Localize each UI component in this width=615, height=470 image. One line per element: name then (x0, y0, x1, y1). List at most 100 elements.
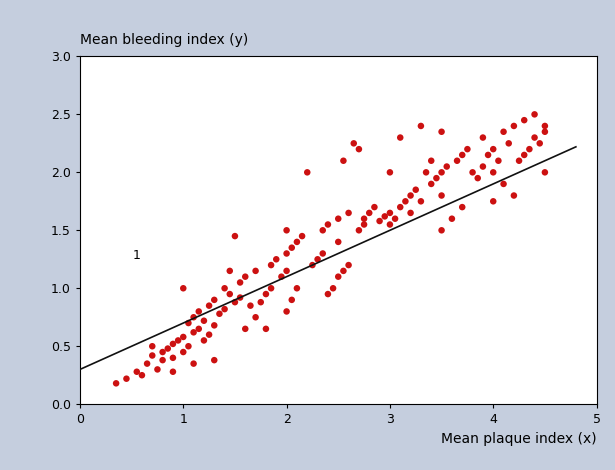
Point (385, 209, 395, 217)
Point (282, 308, 292, 315)
Point (277, 273, 287, 281)
Point (333, 238, 343, 246)
Point (261, 290, 271, 298)
Point (437, 192, 446, 199)
Point (287, 296, 296, 304)
Point (478, 134, 488, 141)
Point (209, 356, 219, 364)
Point (467, 169, 477, 176)
Point (209, 296, 219, 304)
Point (416, 197, 426, 205)
Point (535, 140, 545, 147)
Point (111, 380, 121, 387)
Point (338, 157, 348, 164)
Point (189, 329, 199, 336)
Point (308, 261, 317, 269)
Point (442, 163, 451, 170)
Point (411, 186, 421, 194)
Point (282, 227, 292, 234)
Point (323, 290, 333, 298)
Point (282, 250, 292, 257)
Point (199, 337, 209, 344)
Point (400, 197, 410, 205)
Point (157, 356, 167, 364)
Point (519, 117, 529, 124)
Point (344, 261, 354, 269)
Point (437, 227, 446, 234)
Point (333, 215, 343, 222)
Point (530, 134, 539, 141)
Point (137, 371, 147, 379)
Point (148, 343, 157, 350)
Point (447, 215, 457, 222)
Point (318, 250, 328, 257)
Point (292, 284, 302, 292)
Point (323, 221, 333, 228)
Point (318, 227, 328, 234)
Point (338, 267, 348, 274)
Point (199, 317, 209, 324)
Point (287, 244, 296, 251)
Point (426, 180, 436, 188)
Point (235, 294, 245, 301)
Point (266, 261, 276, 269)
Text: 1: 1 (133, 249, 141, 262)
Point (493, 157, 503, 164)
Point (220, 306, 229, 313)
Point (499, 180, 509, 188)
Point (488, 145, 498, 153)
Point (375, 217, 384, 225)
Point (328, 284, 338, 292)
Point (499, 128, 509, 135)
Point (478, 163, 488, 170)
Point (225, 290, 235, 298)
Point (488, 197, 498, 205)
Point (354, 145, 364, 153)
Point (509, 192, 519, 199)
Point (349, 140, 359, 147)
Point (540, 128, 550, 135)
Point (292, 238, 302, 246)
Point (359, 221, 369, 228)
Point (530, 110, 539, 118)
Point (178, 333, 188, 341)
Point (462, 145, 472, 153)
Point (540, 169, 550, 176)
Point (303, 169, 312, 176)
Point (390, 215, 400, 222)
Point (540, 122, 550, 130)
Point (426, 157, 436, 164)
Point (385, 221, 395, 228)
Point (235, 279, 245, 286)
Point (251, 313, 261, 321)
Point (504, 140, 514, 147)
Point (297, 232, 307, 240)
Point (380, 212, 390, 220)
Point (452, 157, 462, 164)
Point (525, 145, 534, 153)
Point (437, 169, 446, 176)
Point (458, 151, 467, 159)
Point (148, 352, 157, 359)
Point (395, 204, 405, 211)
Point (215, 310, 224, 318)
Point (220, 284, 229, 292)
Point (168, 368, 178, 376)
Point (183, 319, 193, 327)
Point (473, 174, 483, 182)
Point (406, 209, 416, 217)
Point (204, 302, 214, 309)
Point (240, 273, 250, 281)
Point (178, 284, 188, 292)
Point (488, 169, 498, 176)
Point (514, 157, 524, 164)
Point (370, 204, 379, 211)
Point (153, 366, 162, 373)
Point (168, 340, 178, 348)
Point (209, 321, 219, 329)
Point (282, 267, 292, 274)
Point (189, 313, 199, 321)
Point (519, 151, 529, 159)
Point (421, 169, 431, 176)
Point (157, 348, 167, 356)
